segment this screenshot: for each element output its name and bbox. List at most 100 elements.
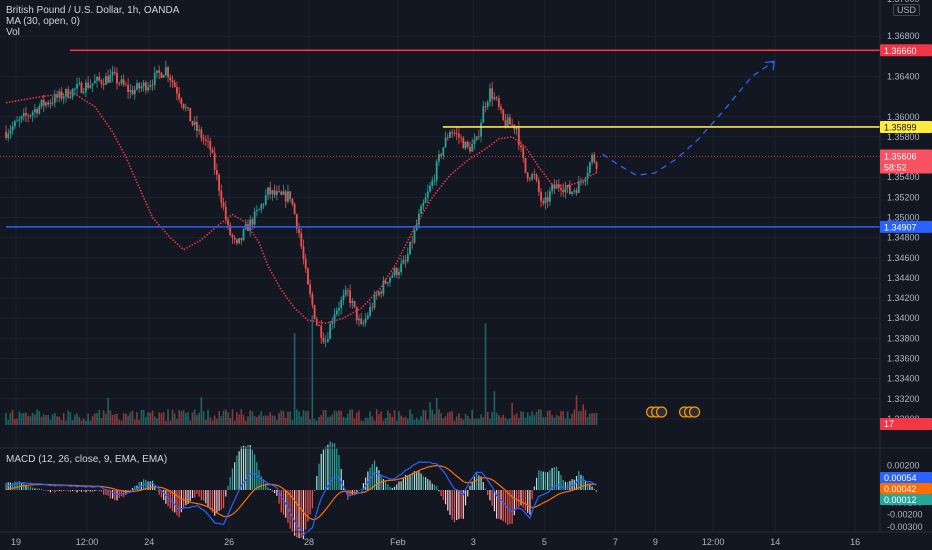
volume-bar	[458, 413, 460, 425]
economic-event-marker[interactable]	[655, 406, 668, 418]
volume-bar	[100, 418, 103, 425]
candle-body	[158, 70, 161, 73]
macd-hist-bar	[29, 486, 32, 490]
candle-body	[253, 211, 256, 225]
volume-bar	[133, 419, 136, 425]
macd-hist-bar	[125, 490, 127, 495]
macd-hist-bar	[220, 490, 222, 510]
volume-bar	[293, 333, 296, 425]
forecast-arrow-line[interactable]	[602, 60, 775, 176]
macd-hist-bar	[325, 446, 327, 490]
candle-body	[324, 341, 327, 343]
candle-body	[529, 178, 531, 180]
macd-hist-bar	[65, 490, 67, 491]
volume-bar	[27, 415, 29, 425]
volume-bar	[309, 419, 311, 425]
volume-bar	[196, 414, 198, 425]
volume-bar	[351, 409, 354, 425]
price-tick-label: 1.35400	[887, 172, 920, 182]
macd-hist-bar	[405, 474, 407, 490]
volume-bar	[311, 315, 314, 425]
volume-bar	[9, 412, 12, 425]
candle-body	[45, 102, 47, 106]
candle-body	[551, 184, 554, 192]
volume-bar	[151, 410, 154, 425]
volume-bar	[240, 409, 243, 425]
candle-body	[549, 191, 551, 202]
volume-bar	[333, 410, 336, 425]
macd-hist-bar	[389, 486, 391, 490]
macd-hist-bar	[85, 490, 87, 493]
candle-body	[53, 94, 56, 103]
candle-body	[273, 190, 276, 195]
symbol-title[interactable]: British Pound / U.S. Dollar, 1h, OANDA	[6, 5, 180, 16]
volume-bar	[165, 420, 167, 425]
macd-hist-bar	[464, 490, 467, 506]
candle-body	[338, 308, 340, 311]
ma-legend[interactable]: MA (30, open, 0)	[6, 16, 80, 27]
candle-body	[124, 84, 127, 86]
macd-hist-bar	[194, 490, 196, 498]
candle-body	[29, 115, 32, 117]
volume-bar	[542, 417, 545, 425]
candle-body	[224, 206, 227, 220]
horizontal-levels[interactable]	[0, 49, 880, 228]
volume-bar	[5, 413, 7, 425]
macd-hist-bar	[305, 490, 307, 530]
volume-bar	[185, 412, 187, 425]
volume-bar	[260, 411, 263, 425]
candle-body	[267, 187, 269, 196]
volume-bar	[191, 412, 194, 425]
volume-bar	[127, 415, 129, 425]
macd-hist-bar	[531, 490, 533, 500]
candle-body	[457, 133, 460, 138]
candle-body	[449, 132, 451, 138]
volume-bar	[107, 397, 109, 425]
volume-bar	[400, 415, 402, 425]
volume-bar	[538, 409, 540, 425]
candle-body	[322, 337, 325, 342]
macd-hist-bar	[467, 490, 469, 497]
macd-value-label: 0.00042	[884, 484, 917, 494]
price-tick-label: 1.36000	[887, 112, 920, 122]
volume-bar	[142, 410, 145, 425]
currency-label[interactable]: USD	[892, 4, 920, 16]
volume-bar	[395, 420, 398, 425]
candle-body	[40, 99, 43, 107]
volume-bar	[464, 413, 467, 425]
macd-hist-bar	[149, 481, 151, 490]
volume-bar	[591, 413, 593, 425]
volume-bar	[273, 415, 276, 425]
macd-hist-bar	[365, 477, 367, 490]
candle-body	[595, 162, 598, 169]
volume-bar	[256, 417, 258, 425]
macd-legend[interactable]: MACD (12, 26, close, 9, EMA, EMA)	[6, 454, 168, 465]
candle-body	[156, 70, 158, 73]
volume-bar	[69, 412, 72, 425]
macd-hist-bar	[198, 490, 200, 497]
candle-body	[351, 300, 354, 304]
event-markers[interactable]	[645, 406, 701, 418]
candle-body	[264, 195, 267, 205]
macd-hist-bar	[23, 483, 25, 490]
candle-body	[160, 72, 163, 78]
economic-event-marker[interactable]	[688, 406, 701, 418]
macd-hist-bar	[549, 470, 551, 490]
volume-bar	[269, 412, 271, 425]
volume-legend[interactable]: Vol	[6, 27, 20, 38]
volume-bar	[36, 409, 38, 425]
time-axis[interactable]: 19 12:00 24 26 28 Feb 3 5 7 9 12:00 14 16	[11, 537, 860, 547]
macd-hist-bar	[482, 481, 484, 490]
macd-axis[interactable]: 0.00200-0.00100-0.00200-0.003000.000540.…	[880, 460, 932, 532]
macd-hist-bar	[431, 483, 433, 490]
volume-bar	[555, 414, 558, 425]
volume-bar	[18, 411, 21, 425]
macd-tick-label: -0.00200	[887, 510, 923, 520]
macd-hist-bar	[524, 490, 527, 511]
price-tick-label: 1.33800	[887, 333, 920, 343]
level-badge	[880, 44, 932, 57]
macd-hist-bar	[496, 490, 498, 519]
price-axis[interactable]: 1.36800 1.36400 1.36000 1.35800 1.35400 1.352…	[887, 0, 920, 424]
candle-body	[140, 86, 143, 89]
